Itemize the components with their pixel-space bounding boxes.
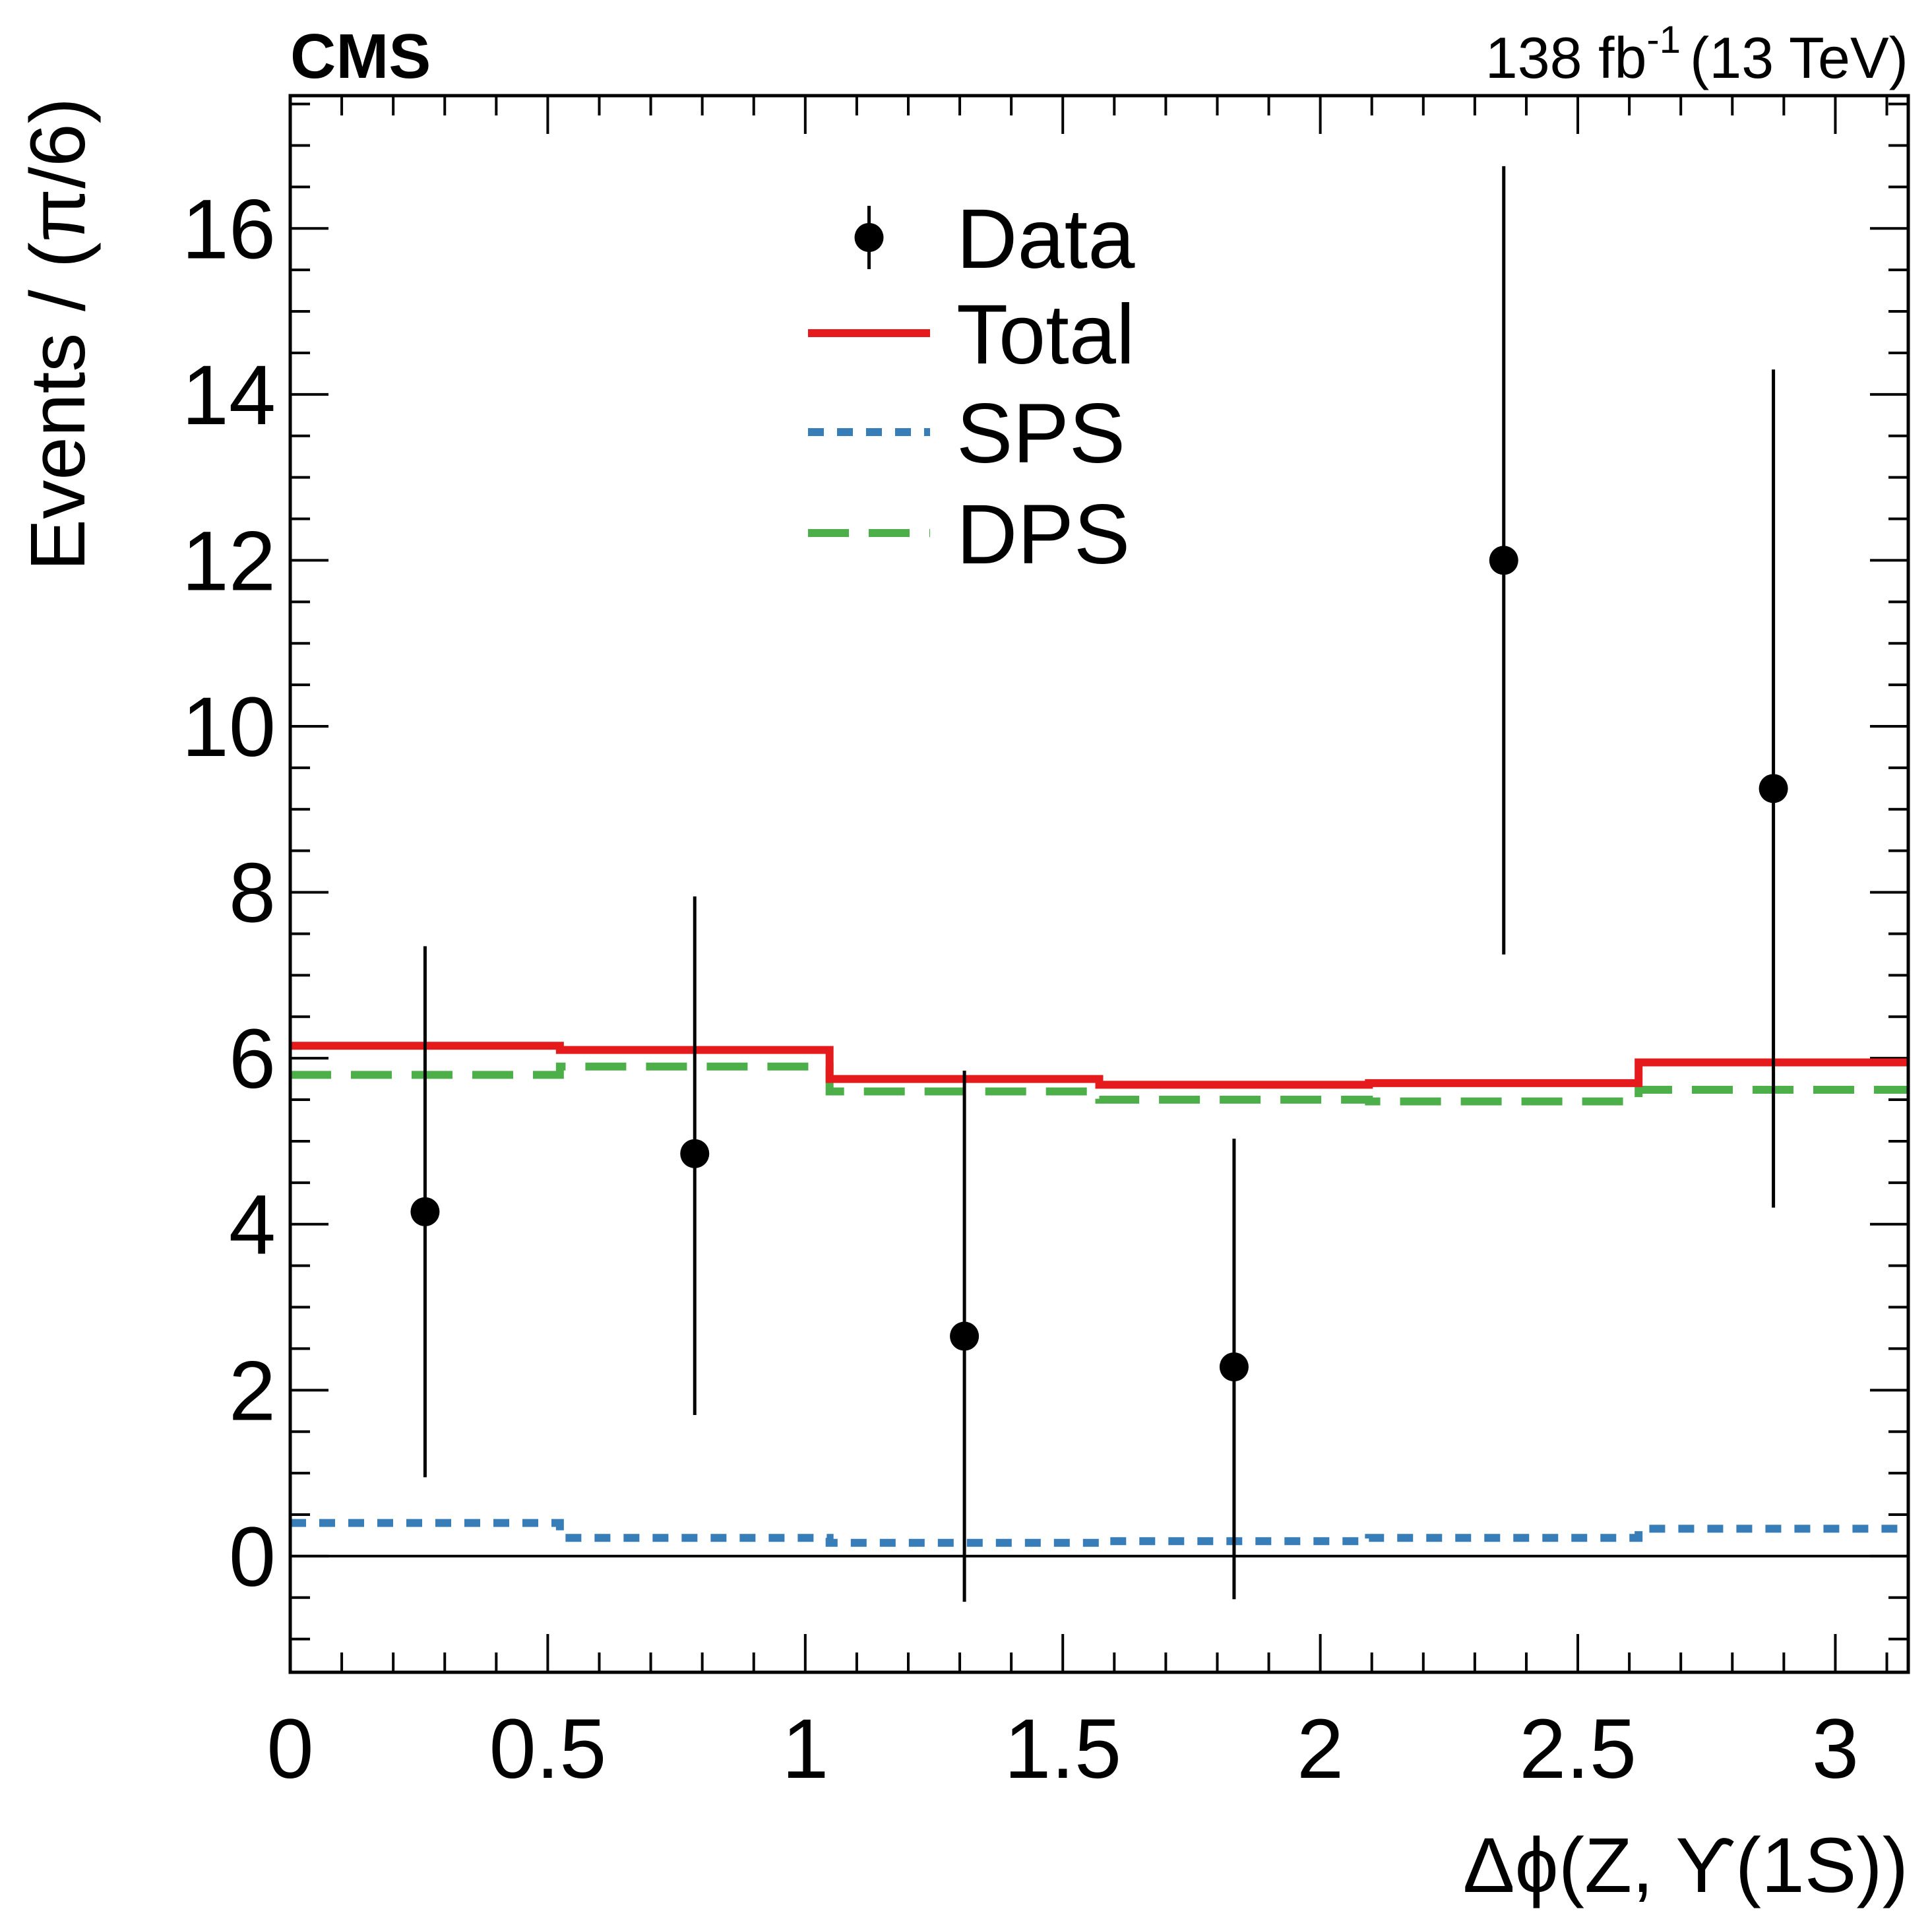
axis-ticks (289, 96, 1908, 1672)
data-point-marker (680, 1139, 710, 1168)
y-tick-label: 14 (182, 348, 276, 443)
legend-label: DPS (956, 488, 1130, 582)
axis-tick-labels: 0 0.5 1 1.5 2 2.5 3 0 2 4 6 8 10 12 14 16 (182, 182, 1859, 1796)
y-tick-label: 2 (229, 1344, 276, 1438)
y-axis-title: Events / (π/6) (15, 98, 102, 571)
plot-frame (288, 94, 1910, 1674)
y-tick-label: 10 (182, 680, 276, 774)
y-tick-label: 16 (182, 182, 276, 276)
x-tick-label: 0.5 (489, 1702, 606, 1796)
experiment-label: CMS (290, 21, 431, 92)
series-layer (290, 1042, 1908, 1547)
data-point (950, 1071, 980, 1602)
x-tick-label: 3 (1812, 1702, 1859, 1796)
x-tick-label: 2 (1297, 1702, 1344, 1796)
y-tick-label: 12 (182, 514, 276, 608)
data-point (1489, 166, 1518, 955)
data-point-marker (1219, 1352, 1249, 1382)
y-tick-label: 0 (229, 1510, 276, 1604)
luminosity-label: 138 fb-1 (13 TeV) (1485, 18, 1908, 90)
x-tick-label: 1 (782, 1702, 828, 1796)
x-tick-label: 1.5 (1004, 1702, 1121, 1796)
y-tick-label: 6 (229, 1012, 276, 1106)
x-tick-label: 2.5 (1519, 1702, 1636, 1796)
series-total-line (290, 1042, 1908, 1089)
x-tick-label: 0 (266, 1702, 313, 1796)
data-point (680, 896, 710, 1416)
data-points-layer (410, 166, 1788, 1602)
series-dps-line (290, 1062, 1908, 1106)
legend-item-total: Total (808, 288, 1135, 382)
data-point-marker (1759, 774, 1788, 803)
data-point (1759, 369, 1788, 1208)
x-axis-title: Δϕ(Z, ϒ(1S)) (1463, 1822, 1908, 1909)
data-point-marker (1489, 546, 1518, 575)
legend-item-dps: DPS (808, 488, 1130, 582)
data-point-marker (410, 1197, 440, 1226)
legend-item-sps: SPS (808, 387, 1125, 481)
legend-item-data: Data (854, 192, 1135, 286)
legend-label: SPS (956, 387, 1125, 481)
y-tick-label: 8 (229, 846, 276, 941)
y-tick-label: 4 (229, 1178, 276, 1273)
data-point (410, 946, 440, 1478)
legend-label: Total (956, 288, 1135, 382)
legend-marker (854, 223, 884, 252)
data-point-marker (950, 1321, 980, 1351)
legend-label: Data (956, 192, 1135, 286)
series-sps-line (290, 1519, 1908, 1547)
data-point (1219, 1139, 1249, 1600)
